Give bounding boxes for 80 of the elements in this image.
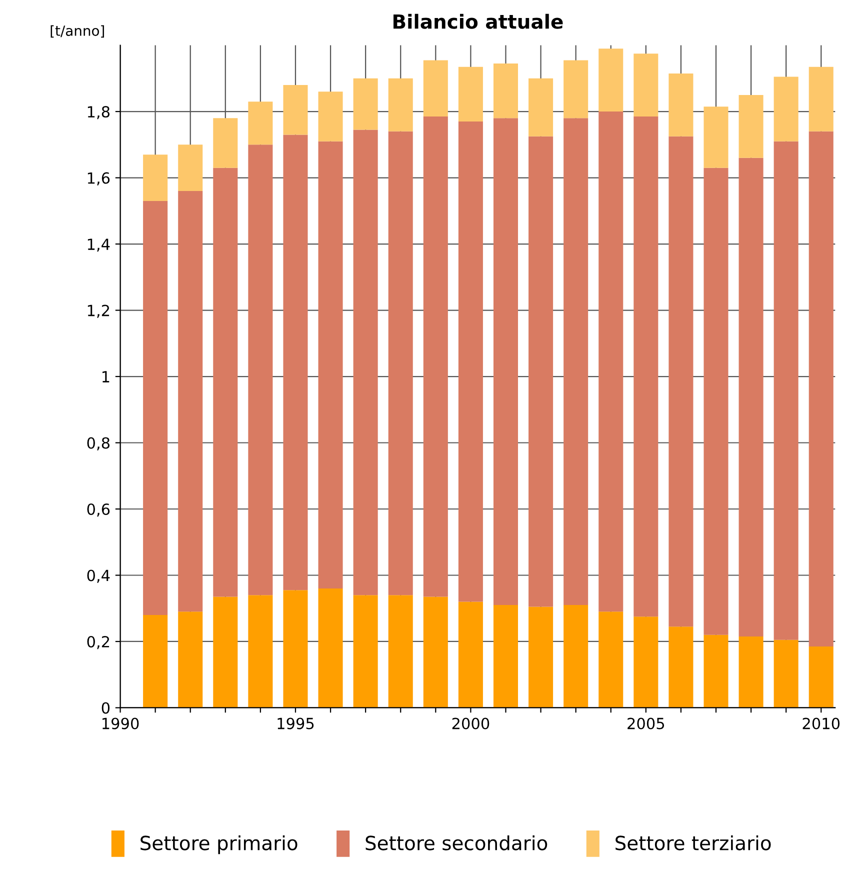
bar — [634, 54, 658, 116]
bar — [704, 106, 728, 168]
bar — [178, 612, 203, 708]
x-tick-label: 1990 — [102, 718, 139, 730]
bar — [353, 595, 378, 708]
bar — [388, 595, 413, 708]
bar — [668, 136, 694, 627]
bar — [423, 116, 448, 597]
bar — [564, 60, 588, 118]
y-tick-label: 0,4 — [87, 570, 110, 583]
bar — [458, 121, 483, 602]
y-tick-label: 0,6 — [87, 503, 110, 517]
bar — [213, 596, 238, 708]
bar — [774, 76, 798, 142]
bar — [738, 94, 764, 158]
bar — [634, 616, 658, 708]
bar — [353, 78, 378, 130]
bar — [318, 588, 343, 708]
bar — [634, 116, 658, 617]
y-tick-label: 1 — [102, 371, 110, 382]
y-tick-label: 0,8 — [87, 437, 110, 450]
bar — [808, 646, 834, 708]
x-tick-label: 2010 — [802, 718, 840, 730]
bar — [423, 596, 448, 708]
bar — [423, 60, 448, 116]
bar — [213, 118, 238, 168]
legend-label: Settore terziario — [616, 835, 771, 850]
bar — [493, 118, 518, 606]
bar — [458, 66, 483, 122]
y-tick-label: 1,8 — [88, 106, 110, 120]
bar — [248, 595, 273, 708]
bar — [178, 191, 203, 612]
x-tick-label: 2000 — [452, 718, 490, 730]
bar — [143, 614, 168, 708]
y-tick-label: 0,2 — [87, 636, 110, 650]
bar — [318, 141, 343, 588]
y-axis-title: [t/anno] — [50, 25, 104, 38]
bar — [808, 66, 834, 132]
bar — [564, 605, 588, 708]
bar — [774, 640, 798, 708]
bar — [774, 141, 798, 640]
bar — [528, 136, 554, 607]
x-tick-label: 2005 — [628, 718, 664, 730]
bar — [318, 92, 343, 142]
y-tick-label: 1,6 — [88, 172, 110, 186]
bar — [248, 102, 273, 145]
bar — [353, 130, 378, 596]
bar — [143, 154, 168, 201]
bar — [283, 590, 308, 708]
bar — [283, 134, 308, 590]
bar — [738, 636, 764, 708]
legend-label: Settore primario — [140, 835, 298, 854]
bar — [458, 602, 483, 708]
bar — [808, 131, 834, 646]
legend-label: Settore secondario — [366, 835, 548, 850]
bar — [668, 73, 694, 136]
bar — [598, 48, 624, 112]
bar — [668, 626, 694, 708]
x-tick-label: 1995 — [278, 718, 314, 730]
y-tick-label: 0 — [102, 702, 110, 714]
bar — [598, 612, 624, 708]
bar — [248, 144, 273, 596]
chart-title: Bilancio attuale — [394, 14, 563, 29]
bar — [143, 200, 168, 615]
bar — [528, 606, 554, 708]
y-tick-label: 1,2 — [88, 304, 110, 318]
bar — [493, 64, 518, 118]
bar — [704, 168, 728, 635]
bar — [283, 85, 308, 135]
bar — [213, 168, 238, 597]
bar — [493, 605, 518, 708]
y-tick-label: 1,4 — [88, 238, 110, 252]
bar — [178, 144, 203, 192]
bar — [388, 131, 413, 596]
bar — [388, 78, 413, 132]
bar — [528, 78, 554, 136]
bar — [564, 118, 588, 606]
bar — [704, 634, 728, 708]
bar — [598, 112, 624, 612]
bar — [738, 158, 764, 637]
